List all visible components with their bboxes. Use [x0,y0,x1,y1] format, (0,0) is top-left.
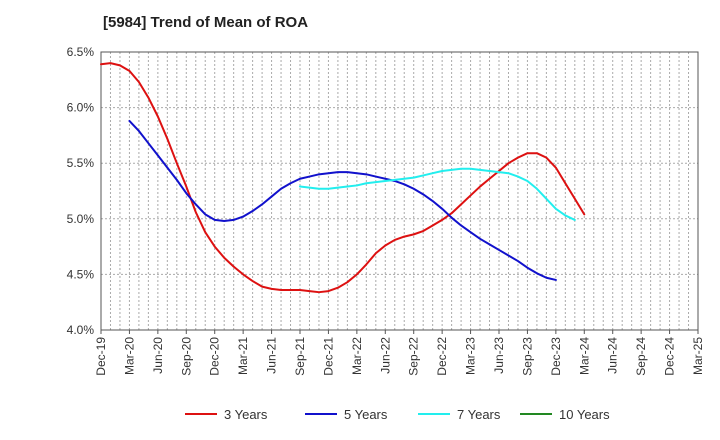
series-line-7-years [299,167,576,221]
legend-label: 7 Years [457,407,501,422]
y-tick-label: 5.0% [67,212,95,226]
legend: 3 Years 5 Years 7 Years 10 Years [185,407,610,422]
x-tick-label: Sep-23 [520,337,534,376]
grid-lines [100,51,699,331]
y-tick-label: 4.5% [67,267,95,281]
x-tick-label: Dec-21 [321,337,335,376]
y-tick-label: 6.5% [67,45,95,59]
x-tick-label: Jun-22 [378,337,392,374]
x-tick-label: Jun-21 [265,337,279,374]
x-tick-label: Mar-21 [236,337,250,375]
x-tick-label: Mar-25 [691,337,705,375]
x-tick-label: Mar-22 [350,337,364,375]
x-tick-label: Mar-24 [577,337,591,375]
x-tick-label: Dec-20 [208,337,222,376]
x-tick-label: Dec-22 [435,337,449,376]
series-line-5-years [128,119,557,281]
chart-title: [5984] Trend of Mean of ROA [103,14,309,31]
legend-label: 5 Years [344,407,388,422]
x-tick-label: Mar-20 [122,337,136,375]
x-tick-label: Sep-21 [293,337,307,376]
x-tick-label: Dec-19 [94,337,108,376]
axes [100,51,699,334]
x-tick-label: Dec-23 [549,337,563,376]
x-tick-label: Sep-24 [634,337,648,376]
series-line-3-years [100,62,586,294]
x-tick-label: Mar-23 [464,337,478,375]
plot-frame [100,51,699,331]
series-lines [100,62,586,294]
y-tick-label: 4.0% [67,323,95,337]
tick-labels: 4.0% 4.5% 5.0% 5.5% 6.0% 6.5% Dec-19 Mar-20 Jun-… [67,45,705,376]
x-tick-label: Jun-20 [151,337,165,374]
x-tick-label: Jun-24 [606,337,620,374]
x-tick-label: Sep-22 [407,337,421,376]
y-tick-label: 6.0% [67,101,95,115]
x-tick-label: Jun-23 [492,337,506,374]
y-tick-label: 5.5% [67,156,95,170]
legend-label: 10 Years [559,407,610,422]
x-tick-label: Dec-24 [663,337,677,376]
x-tick-label: Sep-20 [179,337,193,376]
legend-label: 3 Years [224,407,268,422]
